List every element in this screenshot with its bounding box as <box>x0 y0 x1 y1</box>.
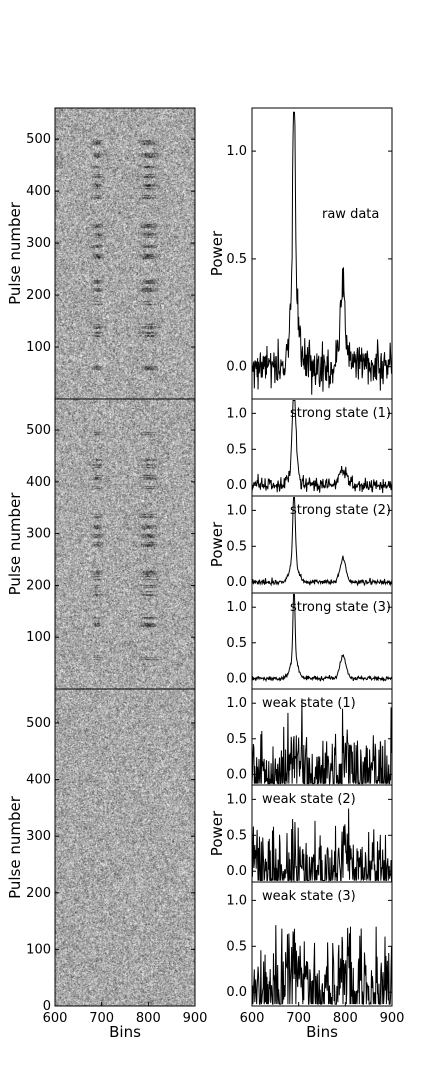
profile-trace <box>251 399 393 494</box>
y-axis-title: Pulse number <box>6 795 24 899</box>
profile-trace <box>251 925 393 1005</box>
pulse-stack-image <box>55 399 195 689</box>
pulse-stack-3: 0 100 200 300 400 500 600 700 800 900 Pulse number… <box>6 688 208 1041</box>
y-tick-label: 0.0 <box>226 767 247 782</box>
profile-trace <box>251 593 393 683</box>
y-tick-label: 400 <box>26 475 51 490</box>
profile-trace <box>251 808 393 883</box>
y-tick-label: 0.5 <box>226 252 247 267</box>
panel-label: weak state (3) <box>262 889 356 904</box>
y-tick-label: 500 <box>26 423 51 438</box>
y-tick-label: 400 <box>26 184 51 199</box>
panel-label: raw data <box>322 207 379 222</box>
x-tick-label: 700 <box>89 1011 114 1026</box>
y-tick-label: 1.0 <box>226 144 247 159</box>
y-tick-label: 0 <box>43 999 51 1014</box>
y-axis-title: Power <box>208 810 226 856</box>
y-tick-label: 1.0 <box>226 792 247 807</box>
profile-trace <box>251 496 393 587</box>
plot-frame <box>251 881 393 1007</box>
y-axis-title: Power <box>208 521 226 567</box>
y-tick-label: 1.0 <box>226 503 247 518</box>
profile-panel-6: 0.0 0.5 1.0 weak state (2) Power <box>208 784 393 883</box>
profile-panel-7: 0.0 0.5 1.0 600 700 800 900 weak state (3) Bins <box>226 881 405 1041</box>
y-tick-label: 0.0 <box>226 360 247 375</box>
profile-panel-1: 0.0 0.5 1.0 raw data Power <box>208 107 393 400</box>
pulse-stack-image <box>55 689 195 1006</box>
pulse-stack-image <box>55 108 195 399</box>
y-tick-label: 1.0 <box>226 406 247 421</box>
y-tick-label: 300 <box>26 236 51 251</box>
y-tick-label: 0.0 <box>226 478 247 493</box>
profile-trace <box>251 111 393 395</box>
profile-panel-2: 0.0 0.5 1.0 strong state (1) <box>226 398 393 497</box>
panel-label: strong state (2) <box>290 503 391 518</box>
y-tick-label: 0.5 <box>226 939 247 954</box>
y-tick-label: 300 <box>26 829 51 844</box>
profile-panel-5: 0.0 0.5 1.0 weak state (1) <box>226 688 393 786</box>
y-tick-label: 200 <box>26 578 51 593</box>
y-tick-label: 0.5 <box>226 442 247 457</box>
y-tick-label: 0.0 <box>226 575 247 590</box>
y-tick-label: 300 <box>26 527 51 542</box>
y-axis-title: Pulse number <box>6 201 24 305</box>
y-tick-label: 1.0 <box>226 600 247 615</box>
y-tick-label: 0.5 <box>226 636 247 651</box>
y-tick-label: 1.0 <box>226 893 247 908</box>
x-axis-title: Bins <box>306 1023 338 1041</box>
x-tick-label: 800 <box>333 1011 358 1026</box>
panel-label: weak state (1) <box>262 696 356 711</box>
y-axis-title: Pulse number <box>6 492 24 596</box>
x-tick-label: 900 <box>380 1011 405 1026</box>
y-tick-label: 1.0 <box>226 696 247 711</box>
y-tick-label: 200 <box>26 288 51 303</box>
x-tick-label: 600 <box>43 1011 68 1026</box>
y-axis-title: Power <box>208 230 226 276</box>
y-tick-label: 0.0 <box>226 985 247 1000</box>
profile-trace <box>251 698 393 786</box>
y-tick-label: 500 <box>26 716 51 731</box>
y-tick-label: 0.0 <box>226 864 247 879</box>
y-tick-label: 0.0 <box>226 671 247 686</box>
pulse-stack-1: 100 200 300 400 500 Pulse number <box>6 107 196 400</box>
panel-label: weak state (2) <box>262 792 356 807</box>
x-tick-label: 900 <box>183 1011 208 1026</box>
y-tick-label: 400 <box>26 773 51 788</box>
x-axis-title: Bins <box>109 1023 141 1041</box>
x-tick-label: 700 <box>286 1011 311 1026</box>
y-tick-label: 100 <box>26 340 51 355</box>
y-tick-label: 200 <box>26 886 51 901</box>
profile-panel-4: 0.0 0.5 1.0 strong state (3) <box>226 592 393 690</box>
y-tick-label: 0.5 <box>226 732 247 747</box>
x-tick-label: 800 <box>136 1011 161 1026</box>
x-tick-label: 600 <box>240 1011 265 1026</box>
profile-panel-3: 0.0 0.5 1.0 strong state (2) Power <box>208 495 393 594</box>
pulse-stack-2: 100 200 300 400 500 Pulse number <box>6 398 196 690</box>
panel-label: strong state (1) <box>290 406 391 421</box>
panel-label: strong state (3) <box>290 600 391 615</box>
y-tick-label: 0.5 <box>226 828 247 843</box>
y-tick-label: 0.5 <box>226 539 247 554</box>
y-tick-label: 100 <box>26 942 51 957</box>
y-tick-label: 500 <box>26 132 51 147</box>
plot-frame <box>54 688 196 1007</box>
y-tick-label: 100 <box>26 630 51 645</box>
